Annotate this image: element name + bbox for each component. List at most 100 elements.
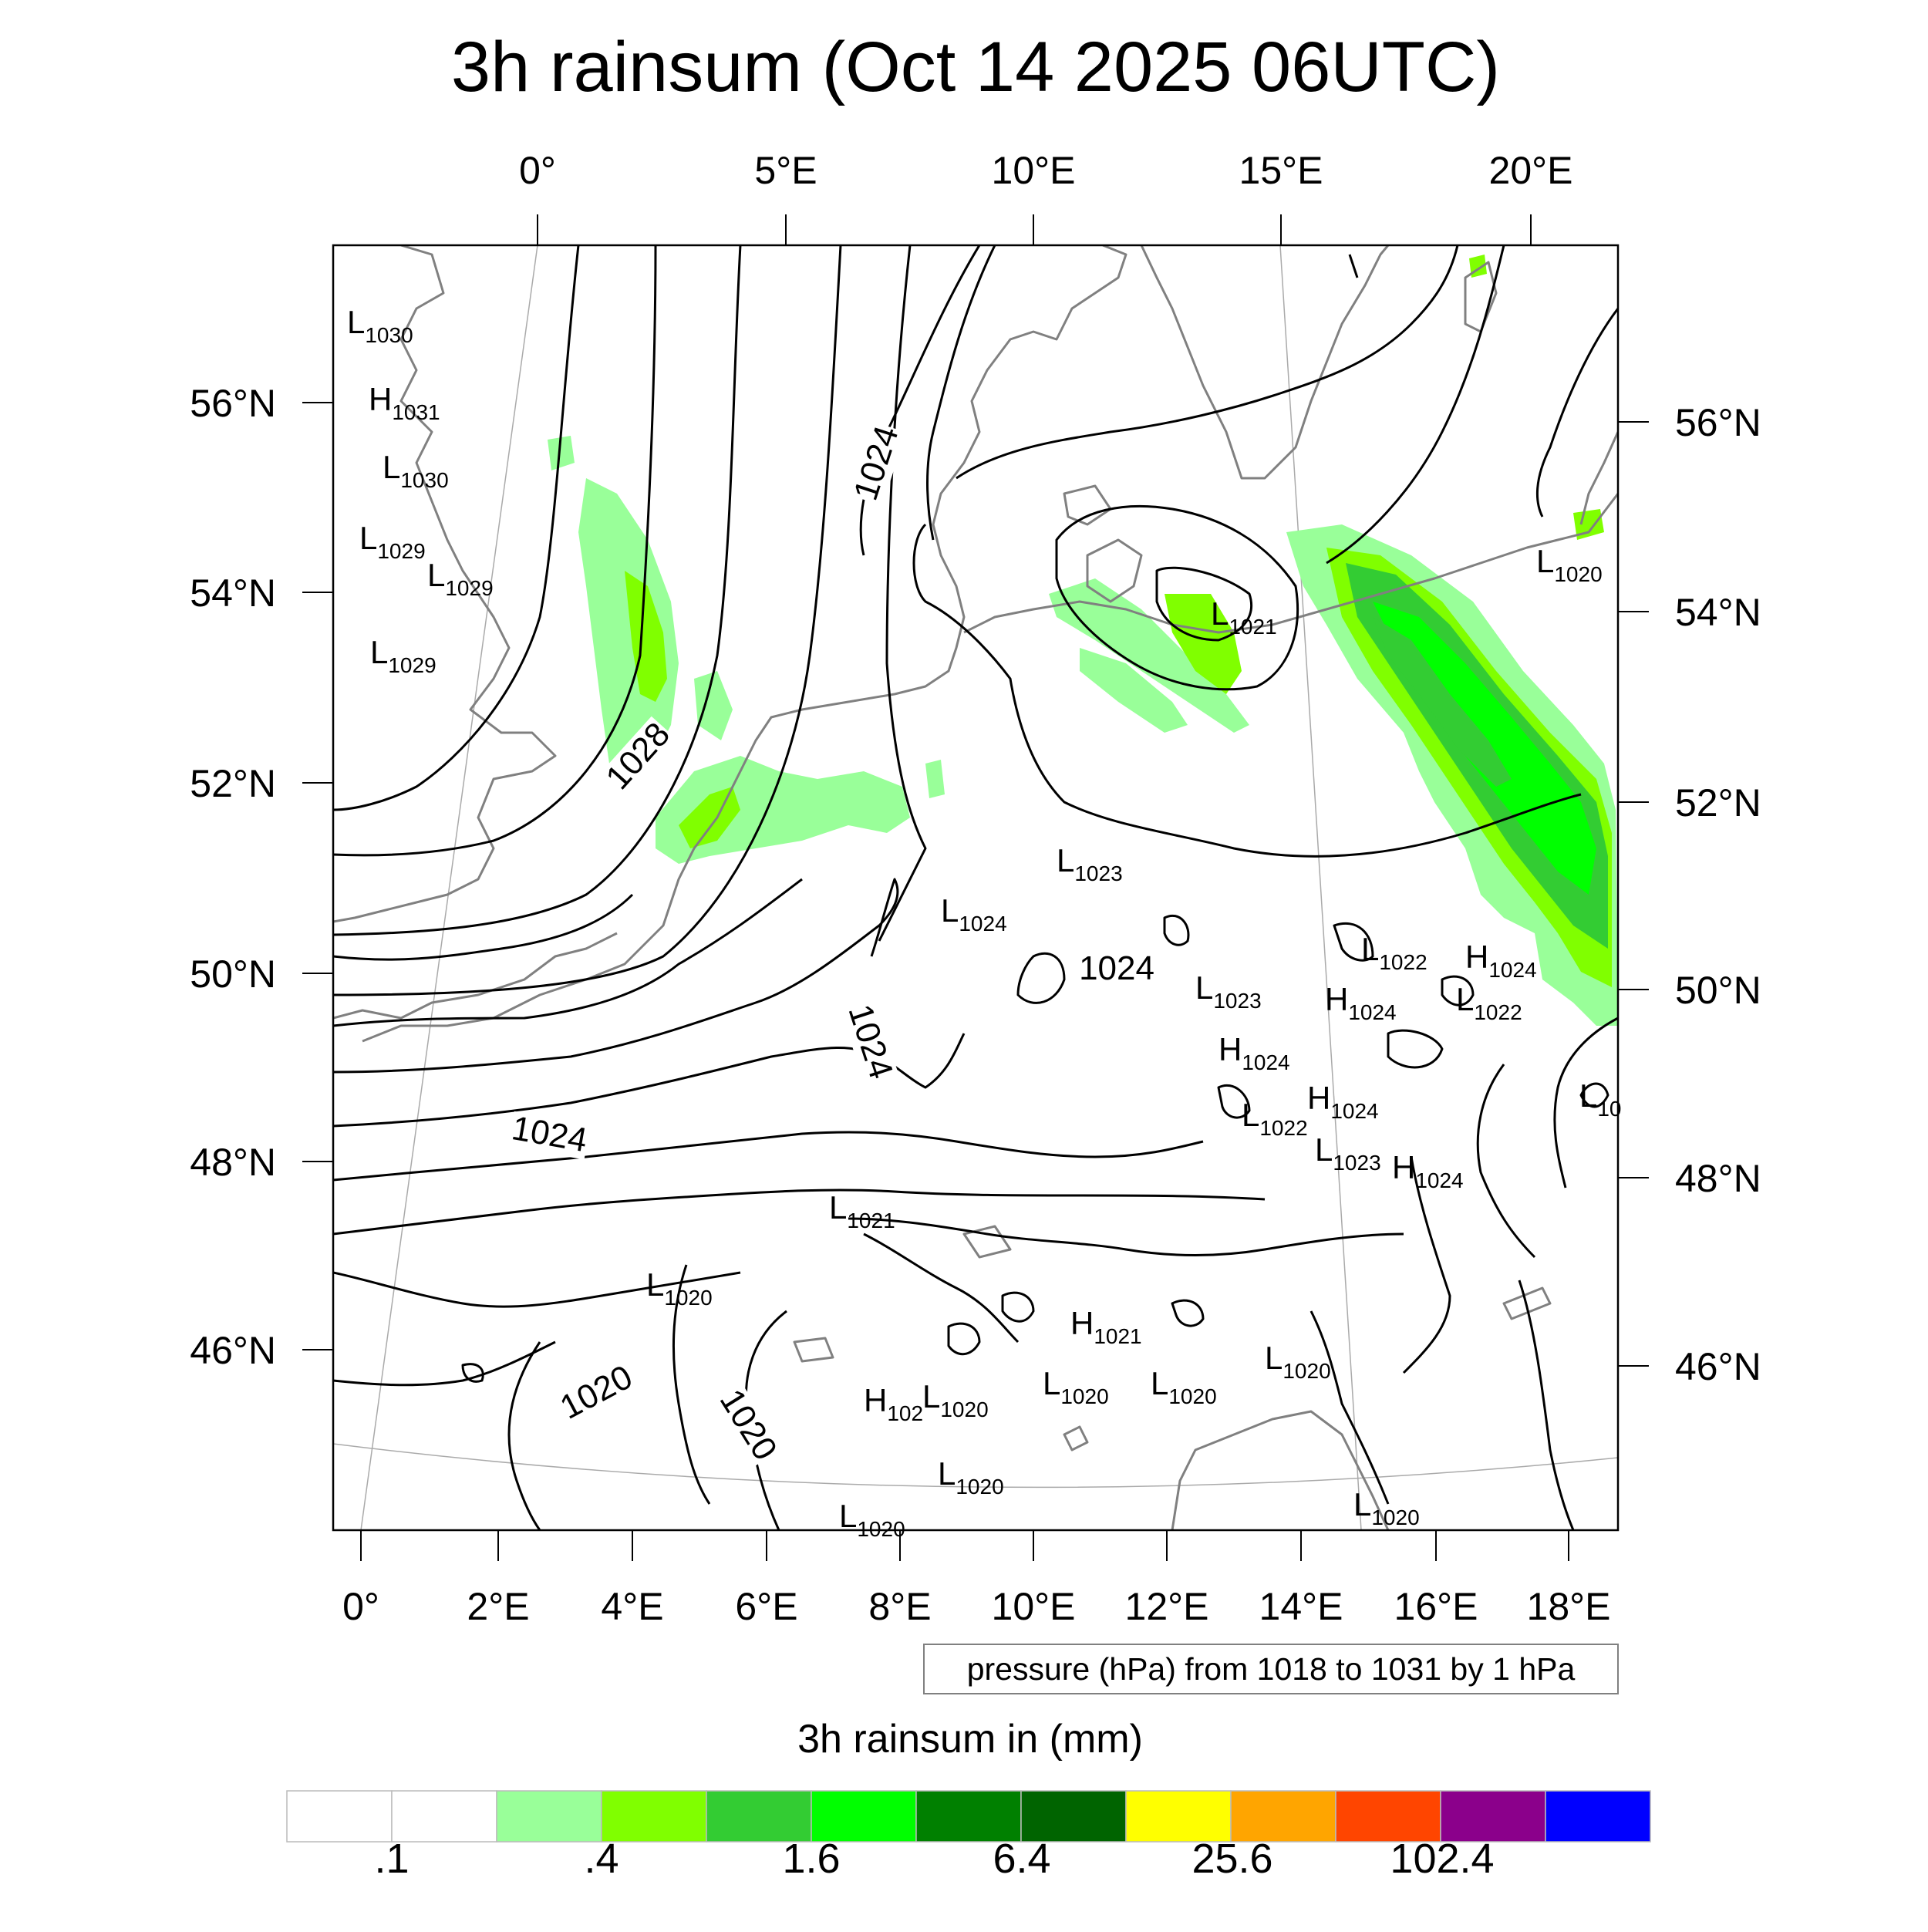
colorbar-tick-label: .1 (374, 1836, 409, 1882)
isobar-m8 (333, 1340, 556, 1387)
center-type: H (1070, 1305, 1094, 1341)
colorbar-tick-labels: .1 .4 1.6 6.4 25.6 102.4 (374, 1836, 1494, 1882)
center-value: 1031 (392, 400, 440, 424)
isobar-small-3 (1387, 1029, 1444, 1069)
top-lon-label: 20°E (1489, 149, 1573, 192)
right-lat-label: 48°N (1675, 1157, 1761, 1200)
center-type: L (1043, 1365, 1060, 1401)
colorbar-tick-label: 102.4 (1390, 1836, 1494, 1882)
pressure-center: L1020 (922, 1378, 989, 1421)
center-value: 1020 (1168, 1384, 1216, 1408)
center-value: 1020 (1283, 1359, 1330, 1383)
pressure-center: L1029 (359, 520, 426, 563)
isobar-m12 (863, 1232, 1020, 1344)
center-value: 1023 (1074, 861, 1122, 885)
coast-lithuania (1579, 431, 1618, 525)
bottom-lon-label: 6°E (735, 1585, 797, 1628)
isobar-5 (878, 245, 927, 942)
pressure-center: L1021 (1211, 595, 1277, 639)
pressure-center: H1024 (1307, 1080, 1379, 1123)
center-value: 1029 (388, 653, 436, 677)
rain-streak-baltic-2 (1080, 648, 1188, 733)
coast-channel-uk (333, 932, 618, 1020)
pressure-center: H102 (864, 1382, 923, 1425)
center-value: 1020 (1554, 562, 1602, 586)
map-frame (332, 244, 1620, 1532)
pressure-center: L1020 (1265, 1340, 1331, 1383)
pressure-center: L1020 (646, 1266, 713, 1310)
isobar-3 (333, 245, 742, 936)
center-type: L (938, 1455, 956, 1492)
colorbar-swatch (1545, 1790, 1651, 1843)
center-type: L (1315, 1131, 1333, 1168)
isobar-4 (333, 245, 842, 996)
coast-danish-island-2 (1063, 484, 1112, 526)
center-type: L (1057, 842, 1074, 878)
pressure-center: L1023 (1195, 969, 1262, 1013)
isobar-m6 (333, 1189, 1266, 1236)
coast-continent (362, 245, 1127, 1043)
rain-streak-baltic (1049, 578, 1249, 733)
pressure-center: L1024 (941, 892, 1007, 936)
right-lat-label: 46°N (1675, 1345, 1761, 1388)
isobar-ne-3 (1348, 254, 1359, 278)
rain-shading (548, 255, 1618, 1026)
center-type: L (347, 304, 365, 340)
left-lat-label: 50°N (190, 953, 276, 996)
pressure-center: L1020 (1043, 1365, 1109, 1408)
meridian-15 (1279, 245, 1362, 1530)
colorbar-swatch (915, 1790, 1022, 1843)
left-lat-label: 54°N (190, 572, 276, 615)
isobar-m5 (333, 1131, 1204, 1182)
colorbar-tick-label: 25.6 (1192, 1836, 1272, 1882)
top-lon-label: 15°E (1239, 149, 1323, 192)
rain-area-dark-core (1373, 617, 1512, 787)
map-background (333, 245, 1618, 1530)
graticule (333, 245, 1618, 1530)
isobar-m4 (333, 1033, 966, 1128)
isobar-m13 (848, 1217, 1404, 1256)
center-value: 1020 (956, 1475, 1003, 1499)
contour-label-bg (848, 421, 906, 506)
bottom-lon-label: 14°E (1259, 1585, 1343, 1628)
pressure-center: L1023 (1315, 1131, 1381, 1175)
center-type: L (1195, 969, 1213, 1006)
colorbar-tick-label: .4 (584, 1836, 619, 1882)
info-box (923, 1644, 1619, 1694)
right-lat-label: 50°N (1675, 969, 1761, 1012)
rain-streak-northsea-mid (625, 571, 667, 702)
left-lat-label: 52°N (190, 762, 276, 805)
bottom-lon-label: 16°E (1394, 1585, 1478, 1628)
colorbar-swatch (706, 1790, 812, 1843)
contour-label-bg (712, 1383, 784, 1468)
coastlines (333, 245, 1618, 1530)
bottom-lon-label: 8°E (868, 1585, 931, 1628)
left-lat-label: 56°N (190, 382, 276, 425)
center-type: L (839, 1498, 857, 1534)
bottom-lon-label: 0° (342, 1585, 379, 1628)
isobar-small-6 (1217, 1084, 1251, 1119)
center-type: H (1465, 939, 1488, 975)
center-value: 1024 (1488, 958, 1536, 982)
right-lat-labels: 56°N 54°N 52°N 50°N 48°N 46°N (1675, 401, 1761, 1388)
pressure-center: L1030 (383, 449, 449, 492)
colorbar-swatch (391, 1790, 497, 1843)
right-lat-label: 52°N (1675, 781, 1761, 824)
center-value: 1022 (1474, 1000, 1522, 1024)
colorbar-title: 3h rainsum in (mm) (797, 1717, 1143, 1762)
isobar-m2 (333, 878, 803, 1027)
lake-balaton (1502, 1286, 1552, 1320)
pressure-center: H1024 (1325, 981, 1397, 1024)
center-type: L (1536, 543, 1554, 579)
isobar-m9 (672, 1264, 711, 1505)
colorbar-tick-label: 1.6 (782, 1836, 840, 1882)
coast-danish-island-1 (1086, 538, 1143, 603)
isobar-small-11 (1579, 1082, 1609, 1108)
info-box-text: pressure (hPa) from 1018 to 1031 by 1 hP… (967, 1651, 1576, 1687)
top-lon-label: 10°E (992, 149, 1076, 192)
center-value: 1022 (1259, 1116, 1307, 1140)
coast-gotland (1464, 261, 1498, 333)
center-type: H (1307, 1080, 1330, 1116)
